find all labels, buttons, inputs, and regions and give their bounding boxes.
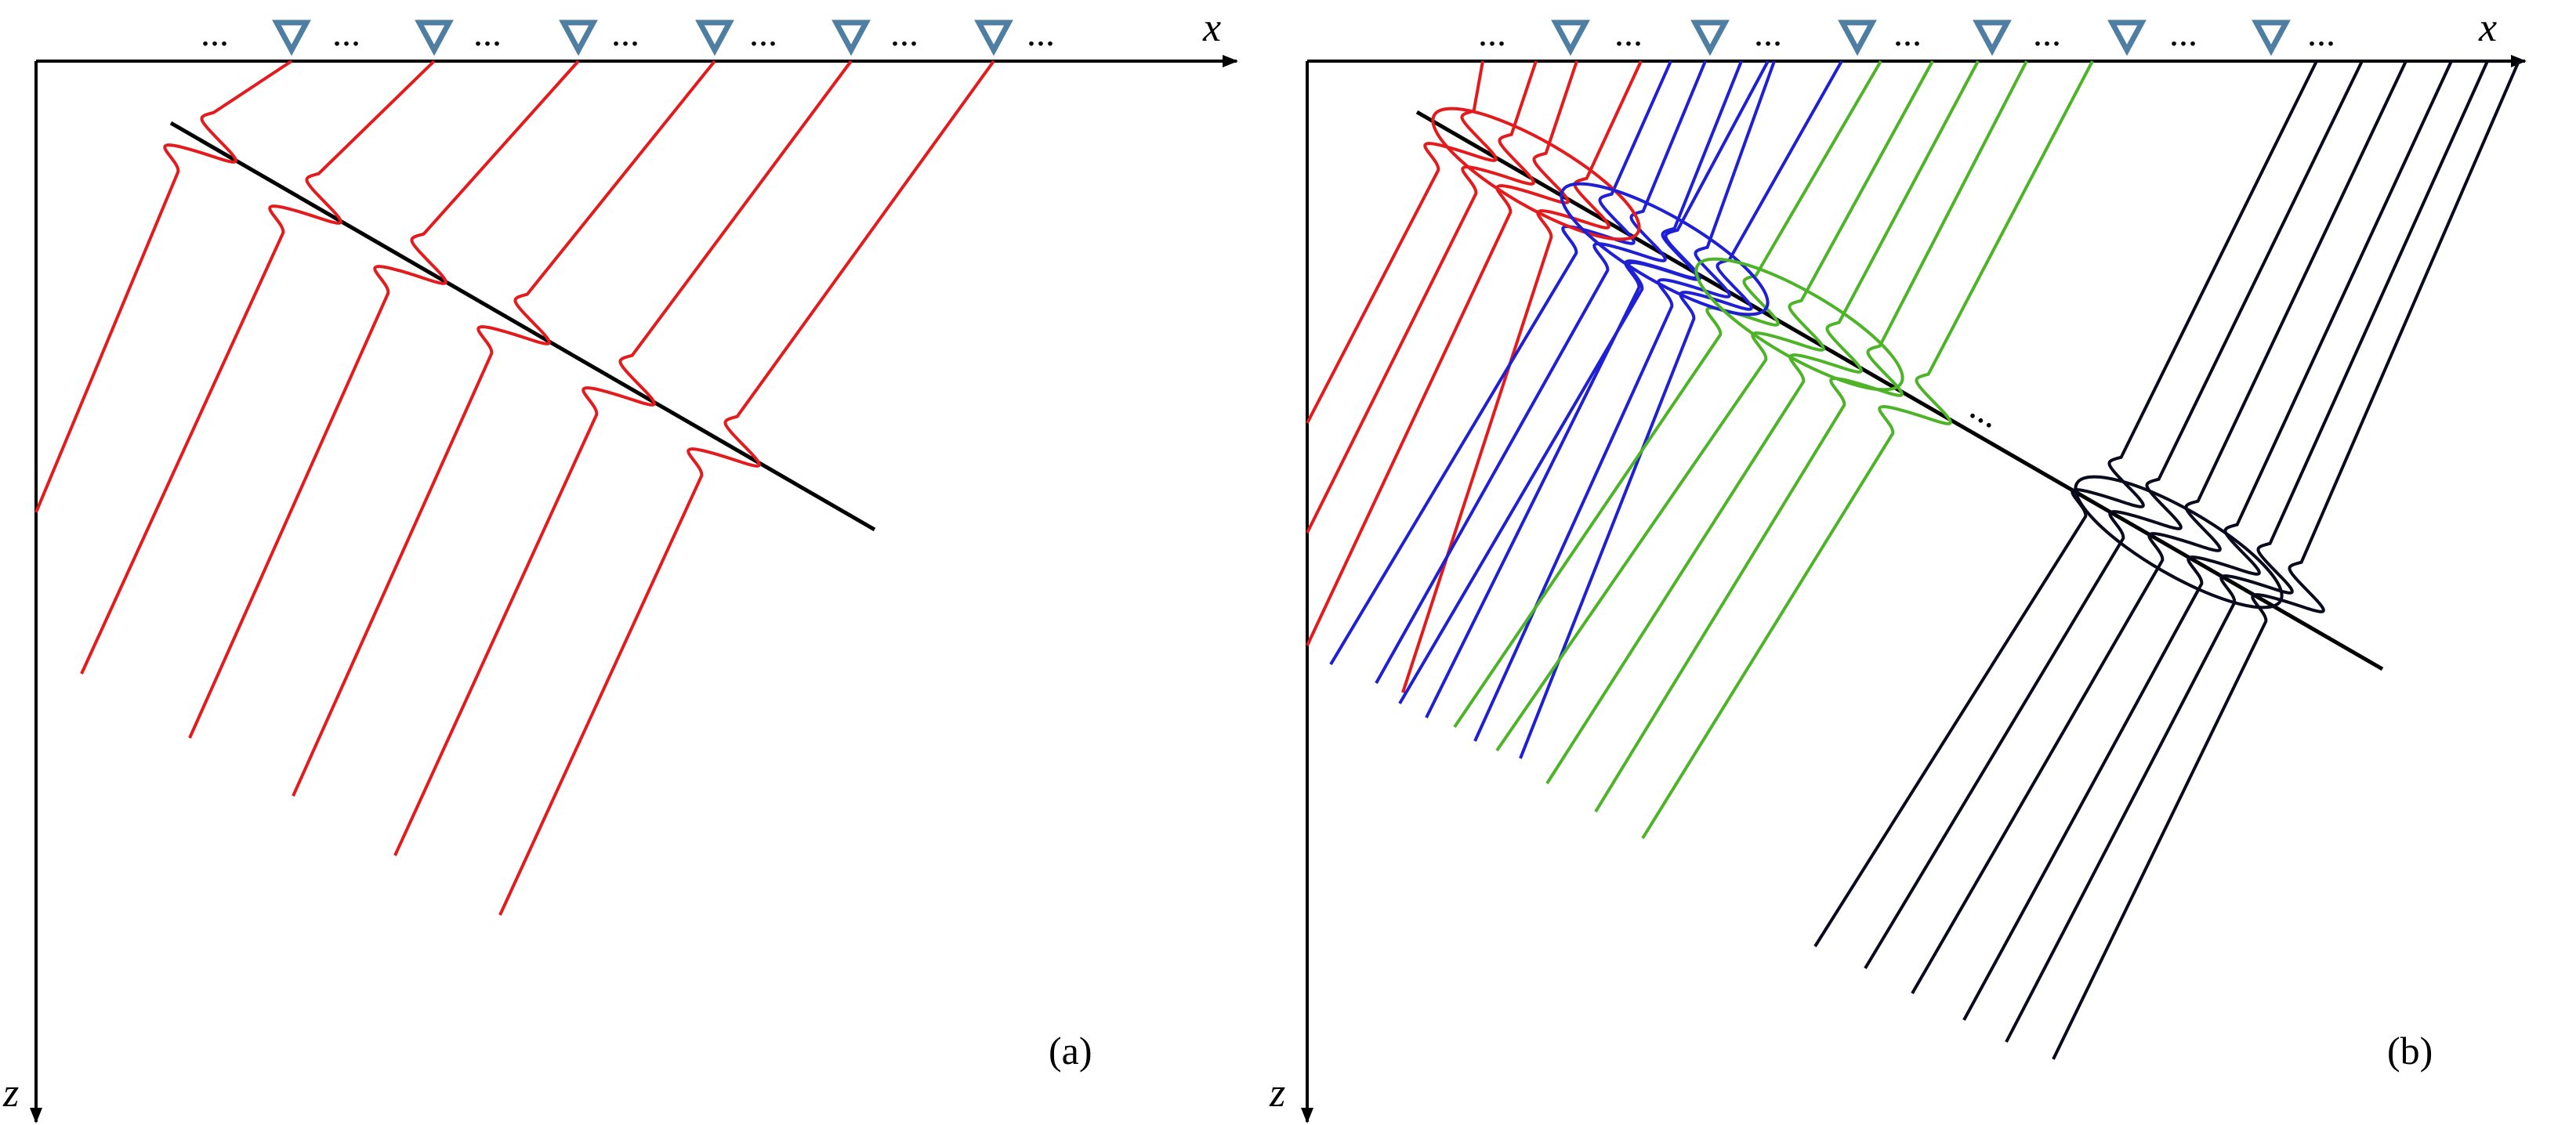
wavelet-trace: [34, 60, 293, 513]
ellipsis-mark: ...: [201, 13, 229, 54]
wavelet-trace: [1398, 60, 1770, 705]
ellipsis-row: .....................: [201, 13, 1055, 54]
wavelet-trace: [1375, 60, 1707, 684]
receiver-triangle-icon: [2252, 20, 2291, 56]
wavelet-trace: [188, 60, 580, 739]
panel-a: x z (a) .....................: [2, 5, 1238, 1123]
wavelet-trace: [1813, 60, 2318, 948]
wavelet-trace: [1864, 60, 2364, 970]
wavelet-traces: [1306, 60, 2520, 1060]
x-axis-label: x: [2478, 5, 2497, 50]
receiver-row: [272, 20, 1013, 56]
receiver-triangle-icon: [1973, 20, 2012, 56]
wavelet-trace: [1545, 60, 1980, 785]
wavelet-trace: [1306, 60, 1578, 646]
wavelet-trace: [1911, 60, 2408, 995]
wavelet-trace: [1306, 60, 1498, 424]
wavelet-trace: [1453, 60, 1882, 729]
wavelet-trace: [1594, 60, 2028, 813]
panel-label: (a): [1049, 1029, 1092, 1073]
focus-ellipse: [1694, 257, 1904, 392]
reflector-line: [169, 121, 876, 532]
receiver-triangle-icon: [1838, 20, 1877, 56]
receiver-row: [1551, 20, 2291, 56]
receiver-triangle-icon: [1690, 20, 1730, 56]
ellipsis-mark: ...: [749, 13, 777, 54]
z-axis-label: z: [2, 1071, 19, 1116]
wavelet-trace: [2005, 60, 2489, 1043]
x-axis-label: x: [1202, 5, 1221, 50]
ellipsis-mark: ...: [1754, 13, 1782, 54]
receiver-triangle-icon: [559, 20, 598, 56]
wavelet-trace: [292, 60, 716, 797]
ellipsis-mark: ...: [1893, 13, 1922, 54]
wavelet-trace: [1306, 60, 1538, 534]
ellipsis-mark: ...: [332, 13, 360, 54]
wavelet-trace: [1401, 60, 1643, 693]
focus-ellipse: [1431, 107, 1641, 241]
receiver-triangle-icon: [831, 20, 871, 56]
wavelet-trace: [1962, 60, 2453, 1021]
receiver-triangle-icon: [695, 20, 734, 56]
wavelet-trace: [1495, 60, 1934, 752]
ellipsis-mark: ...: [473, 13, 502, 54]
ellipsis-mark: ...: [2169, 13, 2197, 54]
wavelet-trace: [393, 60, 853, 856]
wavelet-trace: [80, 60, 436, 675]
receiver-triangle-icon: [2107, 20, 2147, 56]
focus-ellipses: [1431, 107, 2284, 610]
wavelet-trace: [498, 60, 995, 916]
wavelet-trace: [1641, 60, 2094, 840]
wavelet-trace: [2052, 60, 2520, 1060]
panel-label: (b): [2387, 1029, 2433, 1073]
ellipsis-mark: ...: [1478, 13, 1506, 54]
focus-ellipse: [1560, 182, 1770, 317]
ellipsis-mark: ...: [2307, 13, 2335, 54]
panel-b: x z (b) ... .....................: [1269, 5, 2527, 1123]
ellipsis-row: .....................: [1478, 13, 2335, 54]
wavelet-trace: [1473, 60, 1776, 742]
wavelet-trace: [1519, 60, 1843, 759]
wavelet-traces: [34, 60, 995, 916]
ellipsis-mark: ...: [1027, 13, 1055, 54]
receiver-triangle-icon: [974, 20, 1013, 56]
focus-ellipse: [2074, 475, 2284, 610]
ellipsis-mark: ...: [890, 13, 918, 54]
receiver-triangle-icon: [415, 20, 454, 56]
ellipsis-mark: ...: [611, 13, 639, 54]
receiver-triangle-icon: [1551, 20, 1590, 56]
receiver-triangle-icon: [272, 20, 311, 56]
z-axis-label: z: [1269, 1071, 1285, 1116]
ellipsis-mark: ...: [1614, 13, 1643, 54]
ellipsis-mark: ...: [2033, 13, 2061, 54]
